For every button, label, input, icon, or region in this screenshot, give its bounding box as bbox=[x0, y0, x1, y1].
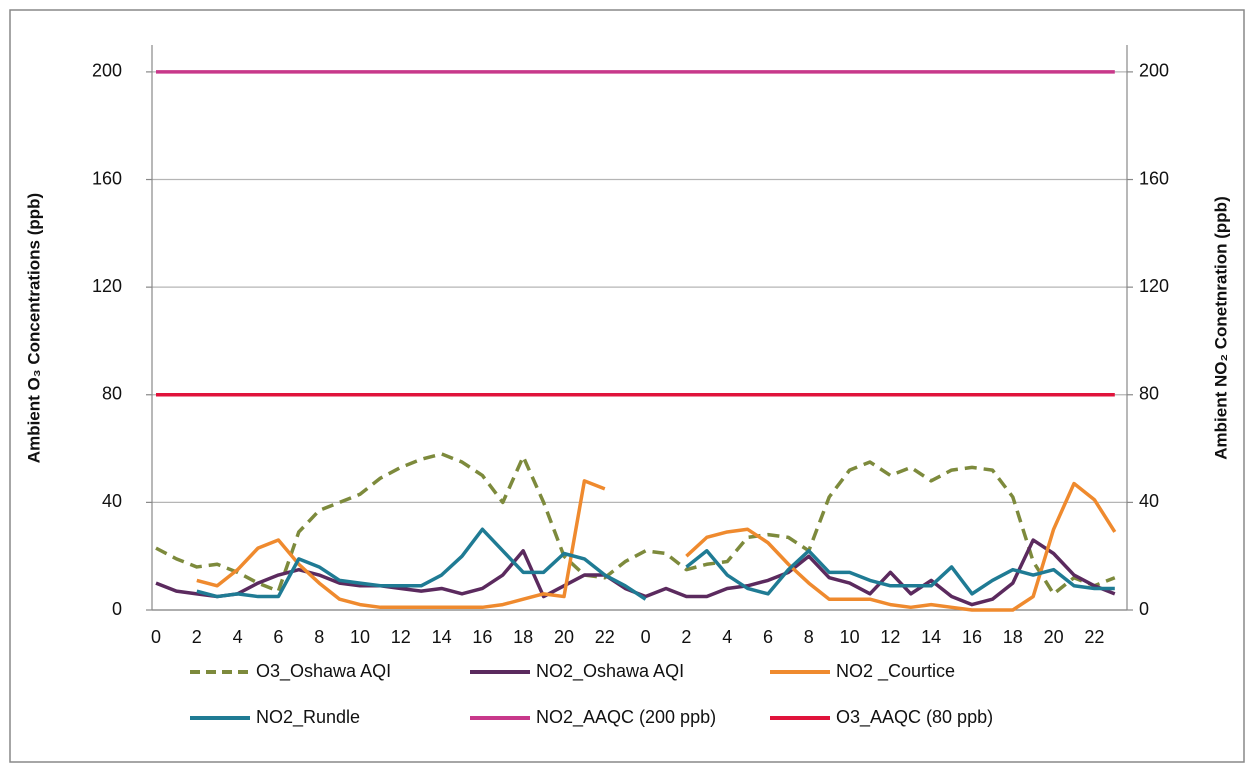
y2-tick-label: 80 bbox=[1139, 384, 1159, 404]
x-tick-label: 4 bbox=[233, 627, 243, 647]
y-tick-label: 160 bbox=[92, 168, 122, 188]
y-tick-label: 120 bbox=[92, 276, 122, 296]
y-tick-label: 40 bbox=[102, 491, 122, 511]
x-tick-label: 10 bbox=[840, 627, 860, 647]
series-line bbox=[196, 527, 647, 601]
y-tick-label: 200 bbox=[92, 61, 122, 81]
y2-tick-label: 0 bbox=[1139, 599, 1149, 619]
legend-label: NO2_Rundle bbox=[256, 707, 360, 728]
x-tick-label: 22 bbox=[1084, 627, 1104, 647]
y-tick-label: 0 bbox=[112, 599, 122, 619]
y2-tick-label: 40 bbox=[1139, 491, 1159, 511]
y2-axis-label: Ambient NO₂ Conetnration (ppb) bbox=[1211, 196, 1230, 459]
legend-label: NO2_Oshawa AQI bbox=[536, 661, 684, 682]
legend-label: O3_Oshawa AQI bbox=[256, 661, 391, 682]
x-tick-label: 0 bbox=[641, 627, 651, 647]
x-tick-label: 2 bbox=[192, 627, 202, 647]
x-tick-label: 16 bbox=[472, 627, 492, 647]
x-tick-label: 14 bbox=[432, 627, 452, 647]
x-tick-label: 20 bbox=[554, 627, 574, 647]
x-tick-label: 4 bbox=[722, 627, 732, 647]
x-tick-label: 18 bbox=[1003, 627, 1023, 647]
x-tick-label: 0 bbox=[151, 627, 161, 647]
legend-label: NO2 _Courtice bbox=[836, 661, 955, 682]
x-tick-label: 18 bbox=[513, 627, 533, 647]
y-tick-label: 80 bbox=[102, 384, 122, 404]
legend-label: O3_AAQC (80 ppb) bbox=[836, 707, 993, 728]
y2-tick-label: 200 bbox=[1139, 61, 1169, 81]
x-tick-label: 20 bbox=[1044, 627, 1064, 647]
legend-label: NO2_AAQC (200 ppb) bbox=[536, 707, 716, 728]
series-line bbox=[685, 549, 1115, 596]
x-tick-label: 14 bbox=[921, 627, 941, 647]
series-line bbox=[196, 479, 606, 610]
x-tick-label: 12 bbox=[880, 627, 900, 647]
series-line bbox=[155, 452, 1116, 596]
y2-tick-label: 120 bbox=[1139, 276, 1169, 296]
x-tick-label: 8 bbox=[314, 627, 324, 647]
x-tick-label: 12 bbox=[391, 627, 411, 647]
y2-tick-label: 160 bbox=[1139, 168, 1169, 188]
x-tick-label: 6 bbox=[273, 627, 283, 647]
x-tick-label: 6 bbox=[763, 627, 773, 647]
series-line bbox=[685, 481, 1117, 612]
x-tick-label: 2 bbox=[681, 627, 691, 647]
x-tick-label: 22 bbox=[595, 627, 615, 647]
y-axis-label: Ambient O₃ Concentrations (ppb) bbox=[24, 193, 43, 463]
x-tick-label: 10 bbox=[350, 627, 370, 647]
chart-frame bbox=[9, 9, 1245, 763]
x-tick-label: 16 bbox=[962, 627, 982, 647]
x-tick-label: 8 bbox=[804, 627, 814, 647]
